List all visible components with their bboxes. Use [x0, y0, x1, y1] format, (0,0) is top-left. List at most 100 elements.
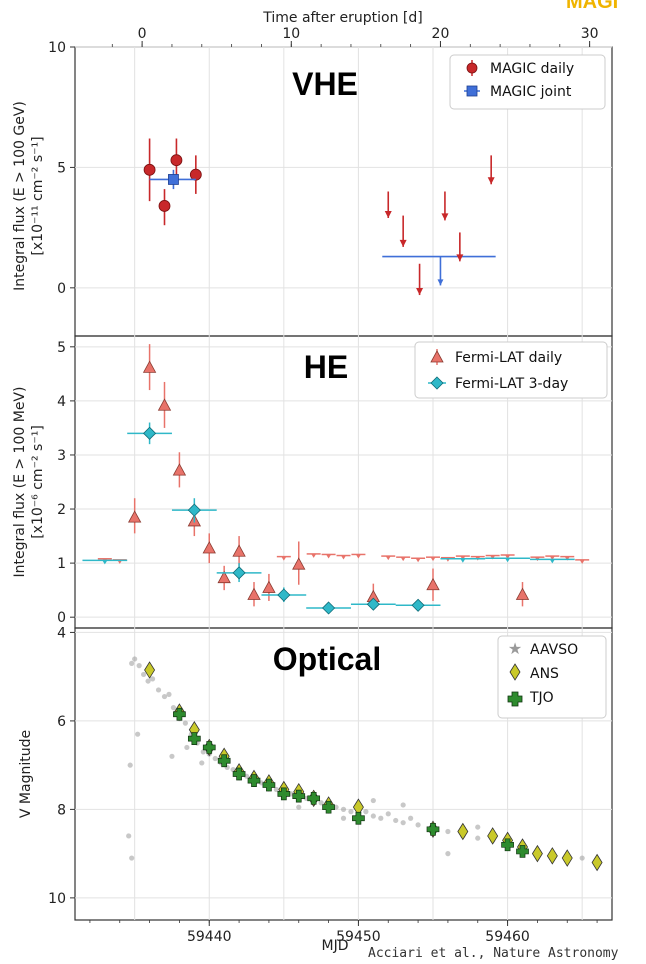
y-tick-label-1-2: 2	[57, 502, 66, 518]
he-daily-ul-caret-10	[430, 557, 436, 562]
optical-aavso-point-39	[378, 815, 384, 821]
vhe-daily-point-3	[189, 168, 202, 181]
legend-fermi-daily-marker	[430, 350, 444, 363]
legend-magic-joint-label: MAGIC joint	[490, 84, 572, 100]
credit-text: Acciari et al., Nature Astronomy	[368, 946, 619, 961]
optical-aavso-point-48	[475, 835, 481, 841]
vhe-daily-point-0	[143, 163, 156, 176]
logo-fragment: MAGI	[566, 0, 618, 13]
top-axis-label: Time after eruption [d]	[262, 10, 423, 26]
optical-aavso-point-16	[212, 755, 218, 762]
optical-aavso-point-37	[363, 809, 369, 815]
optical-aavso-point-4	[145, 678, 151, 684]
he-daily-point-9	[262, 580, 276, 593]
he-daily-ul-caret-5	[341, 555, 346, 560]
optical-aavso-point-42	[400, 820, 406, 826]
optical-aavso-point-8	[166, 691, 172, 697]
optical-tjo-point-4	[232, 767, 246, 781]
he-3day-ul-caret-1	[460, 558, 466, 563]
legend-magic-joint-marker	[466, 85, 478, 97]
he-daily-ul-caret-15	[505, 555, 511, 559]
vhe-joint-ul-arrow-0	[437, 279, 444, 286]
y-tick-label-0-0: 0	[57, 281, 66, 297]
optical-tjo-point-6	[262, 778, 276, 792]
optical-aavso-point-65	[296, 804, 302, 810]
he-3day-point-3	[277, 588, 291, 602]
optical-tjo-point-9	[307, 791, 321, 805]
y-tick-label-2-6: 6	[57, 714, 66, 730]
legend-ans-label: ANS	[530, 666, 559, 682]
optical-aavso-point-61	[169, 753, 175, 759]
vhe-daily-ul-arrow-4	[456, 254, 464, 262]
he-daily-point-7	[232, 544, 246, 557]
optical-tjo-point-13	[501, 838, 514, 852]
vhe-legend-box	[449, 54, 606, 110]
optical-aavso-point-44	[415, 822, 421, 828]
he-daily-point-13	[515, 587, 530, 600]
optical-aavso-point-11	[182, 720, 188, 726]
optical-tjo-point-1	[187, 732, 201, 745]
he-3day-ul-caret-0	[102, 560, 108, 565]
vhe-daily-ul-arrow-0	[384, 210, 392, 218]
x-tick-label-59460: 59460	[485, 929, 530, 945]
y-tick-label-2-10: 10	[48, 891, 66, 907]
y-tick-label-1-1: 1	[57, 556, 66, 572]
optical-aavso-point-68	[400, 802, 406, 808]
optical-aavso-point-7	[161, 693, 168, 700]
y-tick-label-0-10: 10	[48, 40, 66, 56]
he-3day-point-5	[366, 597, 380, 611]
top-tick-label-0: 0	[138, 26, 147, 42]
x-tick-label-59440: 59440	[187, 929, 232, 945]
optical-aavso-point-69	[475, 824, 481, 830]
y-tick-label-1-5: 5	[57, 340, 66, 356]
optical-tjo-point-3	[217, 754, 231, 768]
x-axis-label: MJD	[322, 938, 349, 954]
he-daily-point-10	[292, 557, 306, 570]
legend-aavso-label: AAVSO	[530, 642, 578, 658]
vhe-daily-ul-arrow-5	[487, 177, 495, 185]
optical-tjo-point-0	[173, 707, 186, 721]
optical-aavso-point-63	[199, 760, 205, 766]
grid-lines	[75, 46, 612, 920]
legend-fermi-3day-marker	[430, 376, 444, 390]
vhe-daily-point-2	[170, 154, 183, 167]
optical-aavso-point-62	[184, 744, 190, 751]
he-daily-point-0	[127, 510, 142, 523]
he-3day-point-4	[322, 601, 336, 615]
y-tick-label-1-3: 3	[57, 448, 66, 464]
optical-aavso-point-40	[385, 811, 391, 817]
optical-aavso-point-2	[136, 663, 142, 669]
optical-ans-point-0	[144, 661, 156, 679]
he-daily-ul-caret-4	[326, 554, 332, 559]
legend-ans-marker	[509, 663, 521, 681]
optical-aavso-point-0	[129, 660, 135, 666]
he-daily-point-12	[426, 577, 440, 591]
he-daily-point-2	[157, 398, 172, 411]
top-tick-label-30: 30	[581, 26, 599, 42]
he-daily-point-6	[217, 570, 231, 584]
legend-aavso-marker: ★	[508, 639, 522, 658]
optical-legend: ★ AAVSO ANS TJO	[497, 635, 607, 719]
optical-ans-point-14	[457, 822, 469, 841]
he-daily-ul-caret-6	[355, 554, 361, 559]
he-3day-ul-caret-3	[549, 559, 555, 564]
optical-tjo-point-14	[516, 845, 529, 858]
optical-aavso-point-1	[132, 656, 138, 662]
he-daily-point-8	[247, 587, 261, 600]
optical-ans-point-21	[591, 853, 603, 872]
optical-tjo-point-11	[352, 811, 365, 825]
he-daily-point-5	[202, 541, 216, 554]
optical-aavso-point-57	[126, 833, 132, 839]
vhe-legend: MAGIC daily MAGIC joint	[449, 54, 606, 110]
optical-panel-frame	[74, 627, 613, 921]
optical-aavso-point-38	[370, 813, 376, 819]
vhe-joint-point-0	[168, 174, 179, 185]
he-daily-ul-caret-8	[400, 557, 406, 562]
he-daily-point-3	[172, 463, 187, 476]
y-tick-label-2-8: 8	[57, 802, 66, 818]
optical-tjo-point-8	[292, 789, 306, 803]
vhe-daily-ul-arrow-2	[416, 288, 424, 296]
legend-fermi-3day-label: Fermi-LAT 3-day	[455, 376, 568, 392]
optical-aavso-point-56	[127, 762, 133, 768]
